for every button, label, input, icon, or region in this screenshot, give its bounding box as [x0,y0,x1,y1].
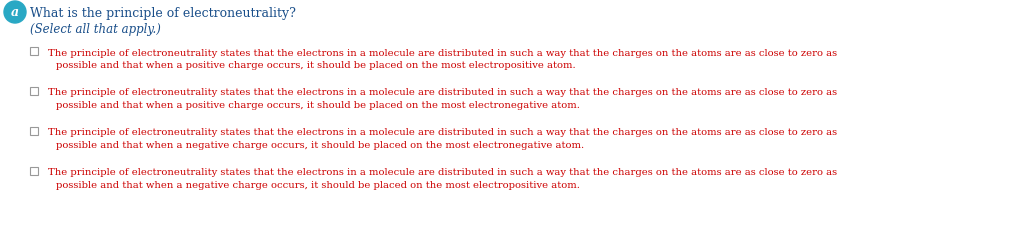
FancyBboxPatch shape [29,167,38,175]
Text: possible and that when a negative charge occurs, it should be placed on the most: possible and that when a negative charge… [56,181,580,190]
Circle shape [4,2,26,24]
FancyBboxPatch shape [29,128,38,135]
Text: The principle of electroneutrality states that the electrons in a molecule are d: The principle of electroneutrality state… [48,168,837,177]
Text: possible and that when a positive charge occurs, it should be placed on the most: possible and that when a positive charge… [56,101,580,110]
Text: (Select all that apply.): (Select all that apply.) [29,23,161,36]
Text: possible and that when a positive charge occurs, it should be placed on the most: possible and that when a positive charge… [56,61,576,70]
Text: The principle of electroneutrality states that the electrons in a molecule are d: The principle of electroneutrality state… [48,128,837,137]
Text: The principle of electroneutrality states that the electrons in a molecule are d: The principle of electroneutrality state… [48,88,837,97]
FancyBboxPatch shape [29,48,38,56]
Text: The principle of electroneutrality states that the electrons in a molecule are d: The principle of electroneutrality state… [48,48,837,57]
FancyBboxPatch shape [29,88,38,96]
Text: a: a [11,6,19,19]
Text: possible and that when a negative charge occurs, it should be placed on the most: possible and that when a negative charge… [56,141,584,150]
Text: What is the principle of electroneutrality?: What is the principle of electroneutrali… [29,6,296,19]
